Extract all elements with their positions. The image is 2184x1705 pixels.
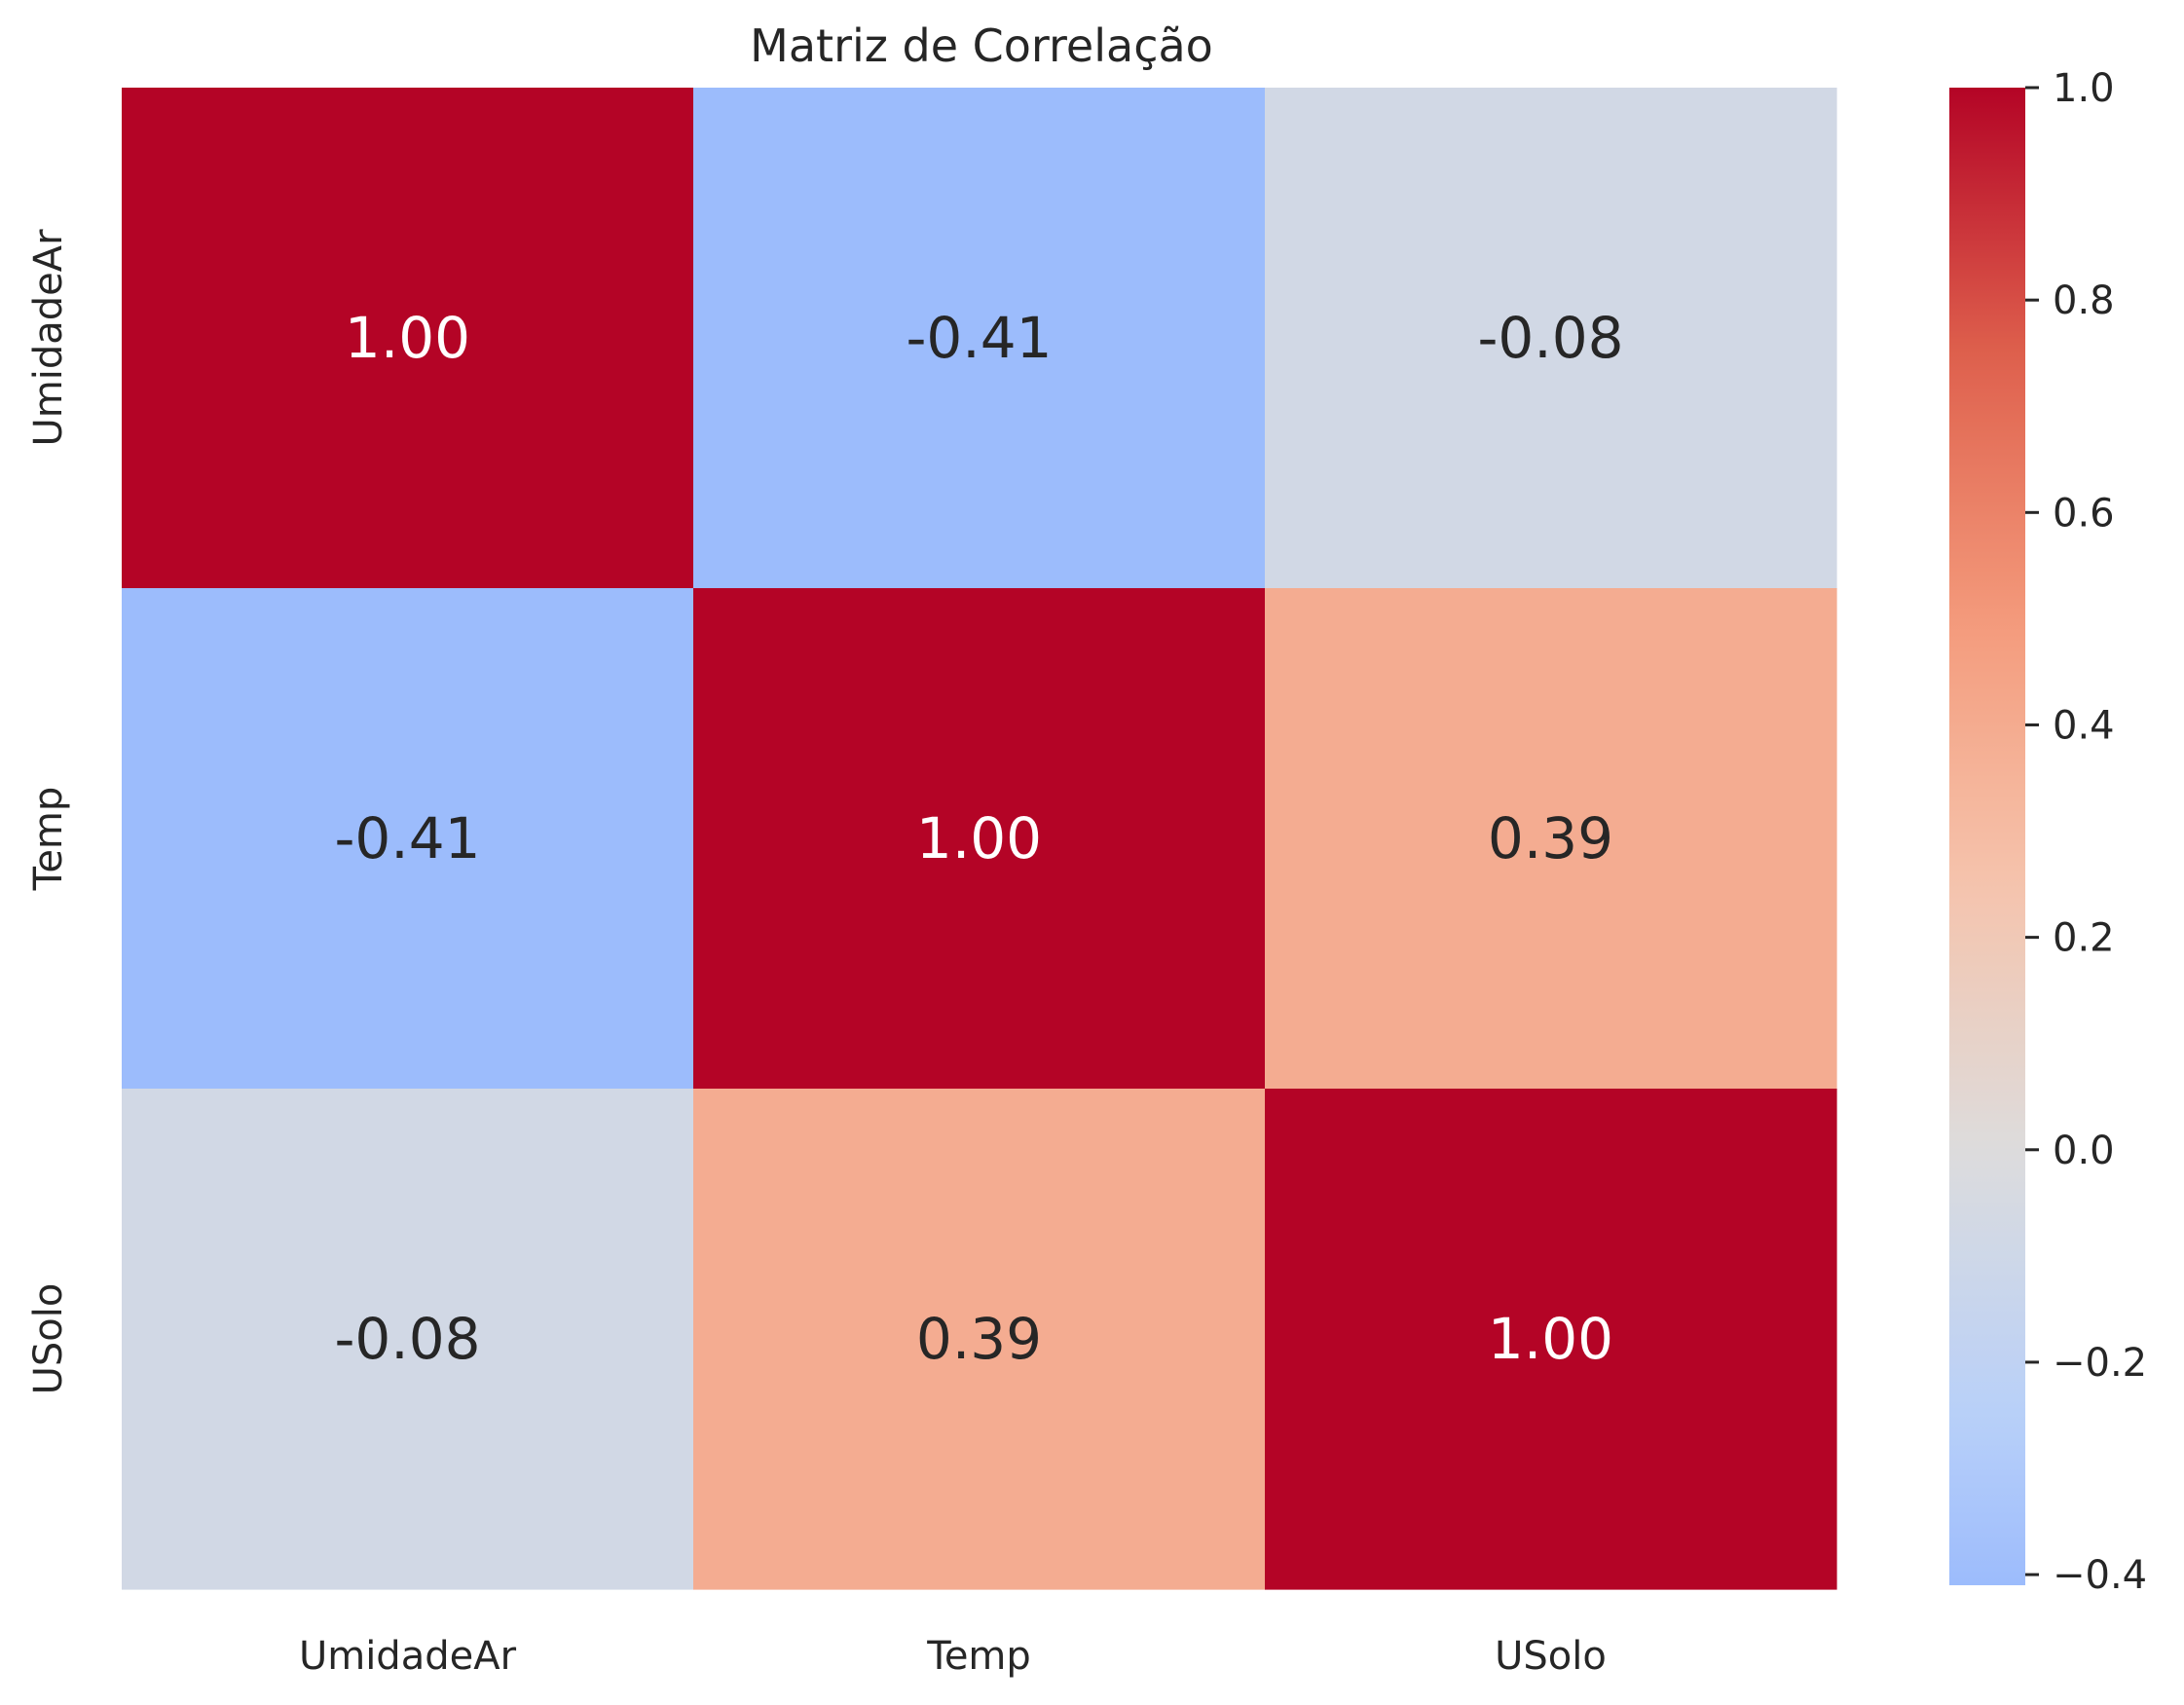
x-tick-label: Temp	[926, 1634, 1031, 1679]
colorbar-tick-label: −0.4	[2053, 1553, 2147, 1598]
cell-value-label: 0.39	[916, 1306, 1042, 1372]
colorbar-tick-label: 0.2	[2053, 916, 2115, 961]
x-tick-label: UmidadeAr	[299, 1634, 517, 1679]
colorbar	[1949, 88, 2025, 1585]
cell-value-label: 1.00	[916, 805, 1042, 871]
cell-value-label: 1.00	[1488, 1306, 1613, 1372]
heatmap-cell-USolo-UmidadeAr	[122, 1089, 694, 1590]
heatmap-cell-UmidadeAr-UmidadeAr	[122, 88, 694, 589]
x-tick-label: USolo	[1495, 1634, 1607, 1679]
colorbar-tick-label: 0.0	[2053, 1129, 2115, 1173]
colorbar-tick-label: 0.6	[2053, 491, 2115, 536]
heatmap-cell-UmidadeAr-Temp	[693, 88, 1266, 589]
colorbar-tick-label: 1.0	[2053, 66, 2115, 111]
cell-value-label: 0.39	[1488, 805, 1613, 871]
cell-value-label: -0.08	[334, 1306, 480, 1372]
heatmap-cell-UmidadeAr-USolo	[1265, 88, 1837, 589]
chart-title: Matriz de Correlação	[750, 19, 1213, 72]
heatmap-cell-USolo-USolo	[1265, 1089, 1837, 1590]
x-axis-tick-labels: UmidadeAr Temp USolo	[299, 1634, 1607, 1679]
heatmap-cell-USolo-Temp	[693, 1089, 1266, 1590]
heatmap-cell-Temp-Temp	[693, 588, 1266, 1090]
colorbar-ticks: 1.0 0.8 0.6 0.4 0.2 0.0 −0.2 −0.4	[2025, 66, 2147, 1598]
cell-value-label: 1.00	[345, 305, 470, 371]
cell-value-label: -0.08	[1477, 305, 1623, 371]
y-tick-label: USolo	[26, 1283, 71, 1395]
heatmap-cell-Temp-UmidadeAr	[122, 588, 694, 1090]
heatmap-cells: 1.00 -0.41 -0.08 -0.41 1.00 0.39 -0.08 0.39 1.00	[122, 88, 1837, 1590]
colorbar-tick-label: −0.2	[2053, 1341, 2147, 1386]
colorbar-tick-label: 0.4	[2053, 703, 2115, 748]
cell-value-label: -0.41	[334, 805, 480, 871]
colorbar-tick-label: 0.8	[2053, 278, 2115, 323]
y-tick-label: UmidadeAr	[26, 229, 71, 447]
cell-value-label: -0.41	[906, 305, 1052, 371]
y-axis-tick-labels: UmidadeAr Temp USolo	[26, 229, 71, 1394]
y-tick-label: Temp	[26, 787, 71, 892]
heatmap-cell-Temp-USolo	[1265, 588, 1837, 1090]
